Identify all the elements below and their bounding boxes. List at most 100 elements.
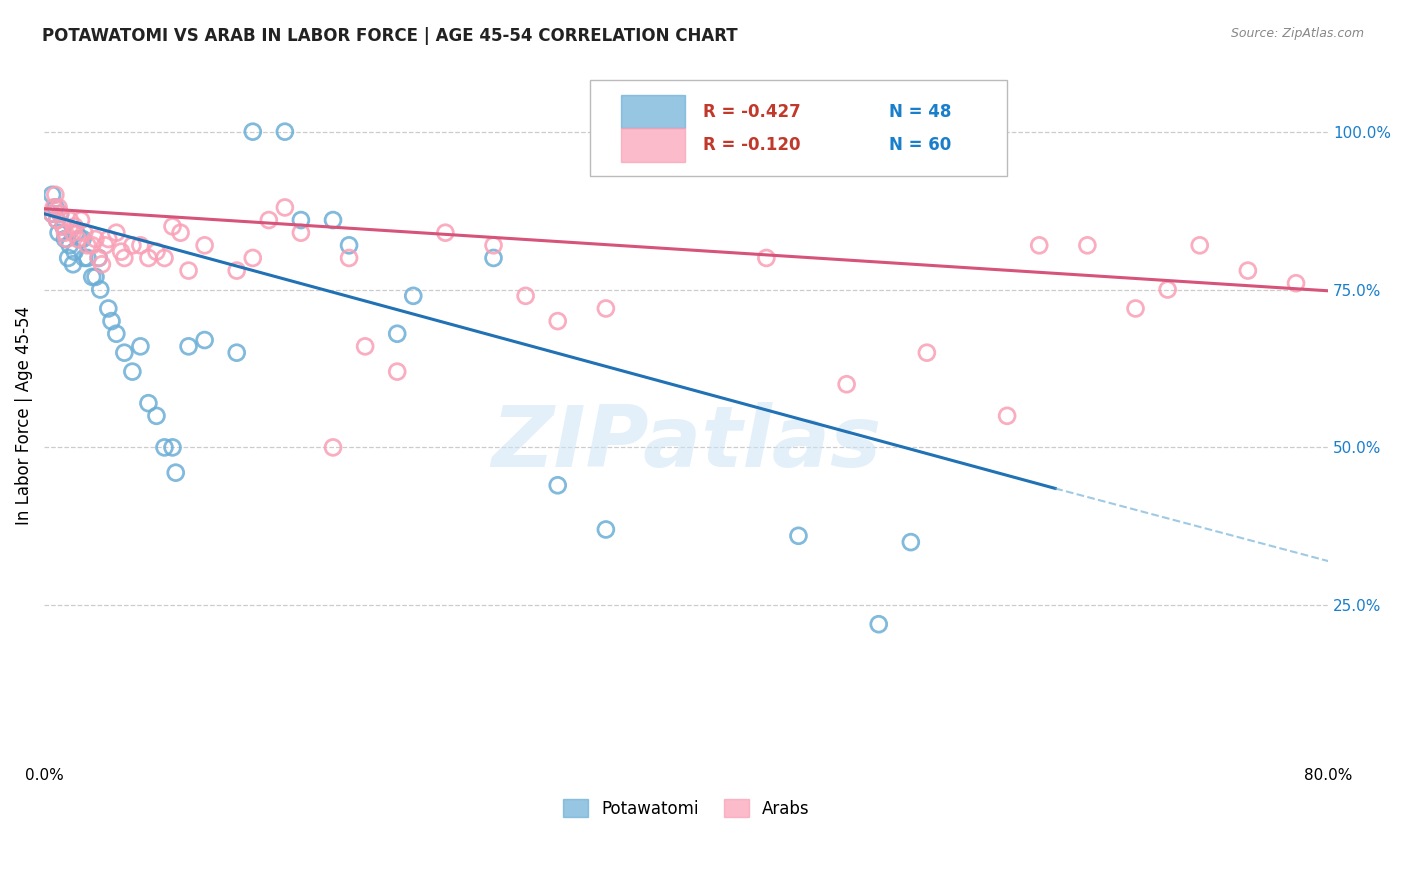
Point bbox=[62, 257, 84, 271]
Point bbox=[515, 289, 537, 303]
Point bbox=[177, 339, 200, 353]
Point bbox=[274, 201, 297, 215]
Point bbox=[138, 396, 160, 410]
Point bbox=[82, 269, 104, 284]
Point bbox=[62, 226, 84, 240]
Point bbox=[112, 345, 135, 359]
Point bbox=[835, 377, 858, 392]
Point bbox=[755, 251, 778, 265]
Point bbox=[242, 251, 264, 265]
Y-axis label: In Labor Force | Age 45-54: In Labor Force | Age 45-54 bbox=[15, 306, 32, 525]
Text: N = 48: N = 48 bbox=[889, 103, 952, 120]
Point bbox=[87, 251, 110, 265]
Point bbox=[105, 326, 128, 341]
Point bbox=[162, 441, 184, 455]
Point bbox=[63, 219, 86, 234]
Point bbox=[915, 345, 938, 359]
Point bbox=[868, 617, 890, 632]
Point bbox=[100, 314, 122, 328]
Point bbox=[73, 226, 96, 240]
Point bbox=[44, 187, 66, 202]
Point bbox=[162, 219, 184, 234]
FancyBboxPatch shape bbox=[620, 128, 685, 161]
Point bbox=[48, 226, 70, 240]
Point bbox=[59, 213, 82, 227]
Point bbox=[48, 201, 70, 215]
Point bbox=[70, 213, 93, 227]
Point bbox=[387, 365, 409, 379]
Point bbox=[337, 238, 360, 252]
Point bbox=[274, 125, 297, 139]
Point bbox=[97, 301, 120, 316]
Point bbox=[547, 314, 569, 328]
Legend: Potawatomi, Arabs: Potawatomi, Arabs bbox=[555, 793, 817, 824]
Point bbox=[322, 441, 344, 455]
Point bbox=[169, 226, 191, 240]
Point bbox=[55, 232, 77, 246]
Point bbox=[145, 244, 167, 259]
Point bbox=[89, 283, 111, 297]
Point bbox=[52, 219, 75, 234]
Point bbox=[82, 238, 104, 252]
FancyBboxPatch shape bbox=[591, 80, 1007, 177]
Point bbox=[1028, 238, 1050, 252]
Point bbox=[675, 125, 697, 139]
Point bbox=[165, 466, 187, 480]
Point bbox=[97, 232, 120, 246]
Point bbox=[67, 232, 90, 246]
Text: Source: ZipAtlas.com: Source: ZipAtlas.com bbox=[1230, 27, 1364, 40]
Point bbox=[66, 232, 89, 246]
FancyBboxPatch shape bbox=[620, 95, 685, 128]
Point bbox=[46, 213, 69, 227]
Point bbox=[84, 269, 107, 284]
Point bbox=[59, 238, 82, 252]
Point bbox=[1156, 283, 1178, 297]
Point bbox=[121, 238, 143, 252]
Point bbox=[63, 244, 86, 259]
Point bbox=[129, 238, 152, 252]
Point bbox=[41, 187, 63, 202]
Point bbox=[787, 529, 810, 543]
Point bbox=[153, 251, 176, 265]
Text: N = 60: N = 60 bbox=[889, 136, 952, 154]
Point bbox=[1125, 301, 1147, 316]
Point bbox=[105, 226, 128, 240]
Point bbox=[1285, 277, 1308, 291]
Point bbox=[53, 232, 76, 246]
Point bbox=[72, 232, 94, 246]
Point bbox=[145, 409, 167, 423]
Point bbox=[53, 226, 76, 240]
Text: R = -0.427: R = -0.427 bbox=[703, 103, 800, 120]
Point bbox=[87, 251, 110, 265]
Point bbox=[1188, 238, 1211, 252]
Text: POTAWATOMI VS ARAB IN LABOR FORCE | AGE 45-54 CORRELATION CHART: POTAWATOMI VS ARAB IN LABOR FORCE | AGE … bbox=[42, 27, 738, 45]
Point bbox=[225, 345, 247, 359]
Point bbox=[52, 219, 75, 234]
Point bbox=[242, 125, 264, 139]
Text: R = -0.120: R = -0.120 bbox=[703, 136, 800, 154]
Point bbox=[482, 238, 505, 252]
Point bbox=[42, 201, 65, 215]
Point bbox=[46, 213, 69, 227]
Point bbox=[547, 478, 569, 492]
Point bbox=[94, 238, 117, 252]
Point bbox=[110, 244, 132, 259]
Point bbox=[44, 201, 66, 215]
Point bbox=[387, 326, 409, 341]
Point bbox=[121, 365, 143, 379]
Point bbox=[434, 226, 457, 240]
Point bbox=[595, 523, 617, 537]
Point bbox=[322, 213, 344, 227]
Point bbox=[49, 207, 72, 221]
Point bbox=[177, 263, 200, 277]
Point bbox=[112, 251, 135, 265]
Point bbox=[56, 251, 79, 265]
Point bbox=[49, 207, 72, 221]
Point bbox=[290, 226, 312, 240]
Point bbox=[153, 441, 176, 455]
Point bbox=[225, 263, 247, 277]
Point bbox=[1237, 263, 1260, 277]
Point bbox=[194, 238, 217, 252]
Point bbox=[595, 301, 617, 316]
Point bbox=[76, 251, 98, 265]
